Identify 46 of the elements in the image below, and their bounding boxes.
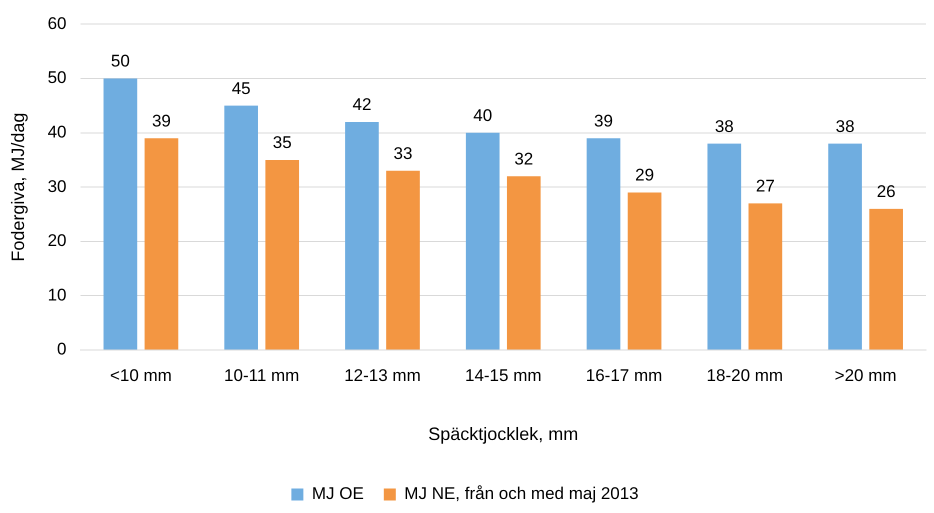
y-tick-label: 10 — [48, 285, 67, 304]
bar — [144, 138, 178, 350]
x-tick-label: >20 mm — [834, 366, 897, 385]
x-tick-label: 12-13 mm — [344, 366, 421, 385]
y-tick-label: 20 — [48, 231, 67, 250]
data-label: 29 — [635, 166, 654, 185]
x-tick-label: 18-20 mm — [706, 366, 784, 385]
x-tick-label: 10-11 mm — [224, 366, 300, 385]
x-tick-label: <10 mm — [110, 366, 172, 385]
bar — [628, 192, 662, 350]
data-label: 39 — [152, 111, 171, 130]
bar — [869, 208, 903, 350]
y-tick-label: 30 — [48, 176, 67, 196]
data-label: 39 — [594, 111, 613, 130]
y-tick-label: 0 — [57, 340, 67, 359]
bar — [224, 106, 258, 350]
x-tick-label: 16-17 mm — [586, 366, 662, 385]
data-label: 27 — [756, 176, 775, 196]
data-label: 40 — [473, 106, 492, 125]
bar — [386, 170, 420, 350]
data-label: 45 — [232, 78, 251, 98]
bar — [466, 132, 500, 350]
bar — [586, 138, 620, 350]
data-label: 33 — [394, 144, 412, 163]
legend-label: MJ NE, från och med maj 2013 — [404, 484, 639, 504]
legend-label: MJ OE — [312, 484, 364, 504]
y-tick-label: 40 — [48, 122, 67, 142]
bar — [707, 144, 742, 350]
data-label: 35 — [272, 133, 292, 152]
y-tick-label: 60 — [48, 14, 67, 33]
bar — [345, 122, 379, 350]
x-axis-title: Späcktjocklek, mm — [428, 424, 578, 444]
y-axis-title: Fodergiva, MJ/dag — [8, 112, 28, 262]
data-label: 38 — [714, 116, 734, 136]
bar — [265, 160, 300, 350]
x-tick-label: 14-15 mm — [464, 366, 542, 385]
data-label: 26 — [876, 182, 896, 202]
bar — [748, 203, 782, 350]
y-tick-label: 50 — [48, 68, 67, 88]
bar — [506, 176, 541, 350]
data-label: 32 — [514, 149, 534, 168]
bar — [828, 144, 862, 350]
bar — [104, 78, 138, 350]
data-label: 38 — [836, 116, 855, 136]
data-label: 50 — [110, 52, 130, 71]
data-label: 42 — [352, 95, 372, 114]
